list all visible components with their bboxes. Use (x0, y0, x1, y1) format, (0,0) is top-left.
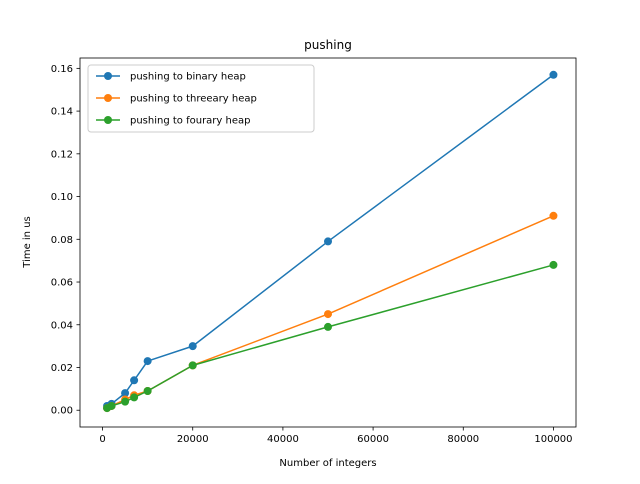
x-tick-label: 0 (99, 434, 105, 445)
y-tick-label: 0.10 (51, 192, 73, 203)
data-point-2-7 (549, 260, 558, 269)
legend-box (87, 64, 315, 133)
axes-frame (79, 57, 577, 428)
data-point-2-1 (107, 401, 116, 410)
data-point-2-2 (121, 397, 130, 406)
y-tick-label: 0.00 (51, 406, 73, 417)
legend-label-2: pushing to fourary heap (130, 116, 250, 127)
data-point-1-7 (549, 211, 558, 220)
data-point-0-7 (549, 70, 558, 79)
data-point-2-4 (143, 387, 152, 395)
x-tick-label: 40000 (267, 434, 299, 445)
x-axis-label: Number of integers (279, 458, 376, 469)
y-tick-label: 0.14 (51, 107, 73, 118)
y-axis-label: Time in us (22, 216, 33, 269)
data-point-0-6 (324, 237, 332, 246)
x-tick-label: 100000 (534, 434, 572, 445)
chart-title: pushing (304, 38, 352, 52)
data-point-0-5 (188, 342, 197, 351)
legend-marker-2 (104, 116, 112, 124)
legend-label-0: pushing to binary heap (130, 72, 246, 83)
x-tick-label: 20000 (177, 434, 209, 445)
data-point-0-3 (130, 376, 139, 385)
data-point-2-5 (188, 361, 197, 370)
legend-label-1: pushing to threeary heap (130, 94, 257, 105)
data-point-0-4 (143, 357, 152, 366)
legend-marker-0 (104, 72, 112, 80)
data-point-2-6 (324, 322, 332, 331)
data-point-0-2 (121, 389, 130, 398)
data-point-2-3 (130, 393, 139, 402)
x-tick-label: 60000 (357, 434, 389, 445)
plot-area: 0 20000 40000 60000 80000 100000 0.00 0.02 0.04 0… (51, 57, 577, 445)
x-tick-label: 80000 (447, 434, 479, 445)
legend: pushing to binary heap pushing to threear… (87, 64, 315, 133)
y-tick-label: 0.06 (51, 278, 73, 289)
legend-marker-1 (104, 94, 112, 102)
y-tick-label: 0.02 (51, 363, 73, 374)
y-tick-label: 0.12 (51, 149, 73, 160)
y-tick-label: 0.16 (51, 64, 73, 75)
data-point-1-6 (324, 310, 332, 319)
y-tick-label: 0.04 (51, 320, 73, 331)
series-line-2 (106, 264, 554, 409)
y-tick-label: 0.08 (51, 235, 73, 246)
